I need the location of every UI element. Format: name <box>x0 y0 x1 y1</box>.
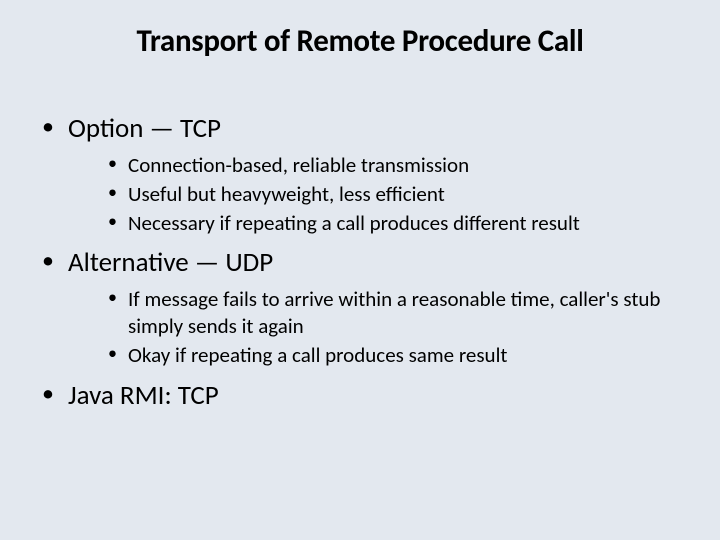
list-item: Useful but heavyweight, less efficient <box>108 181 690 208</box>
list-item-text: Java RMI: TCP <box>68 379 219 412</box>
list-item-text: Option — TCP <box>68 112 221 145</box>
list-item: Java RMI: TCP <box>42 379 690 413</box>
list-item: Alternative — UDP If message fails to ar… <box>42 246 690 368</box>
list-item: Option — TCP Connection-based, reliable … <box>42 112 690 236</box>
list-item: Connection-based, reliable transmission <box>108 152 690 179</box>
bullet-list-level2: Connection-based, reliable transmission … <box>68 152 690 237</box>
slide-title: Transport of Remote Procedure Call <box>30 22 690 60</box>
list-item: Necessary if repeating a call produces d… <box>108 210 690 237</box>
list-item: If message fails to arrive within a reas… <box>108 286 690 340</box>
bullet-list-level2: If message fails to arrive within a reas… <box>68 286 690 369</box>
list-item-text: Alternative — UDP <box>68 246 273 279</box>
list-item: Okay if repeating a call produces same r… <box>108 342 690 369</box>
bullet-list-level1: Option — TCP Connection-based, reliable … <box>30 112 690 413</box>
